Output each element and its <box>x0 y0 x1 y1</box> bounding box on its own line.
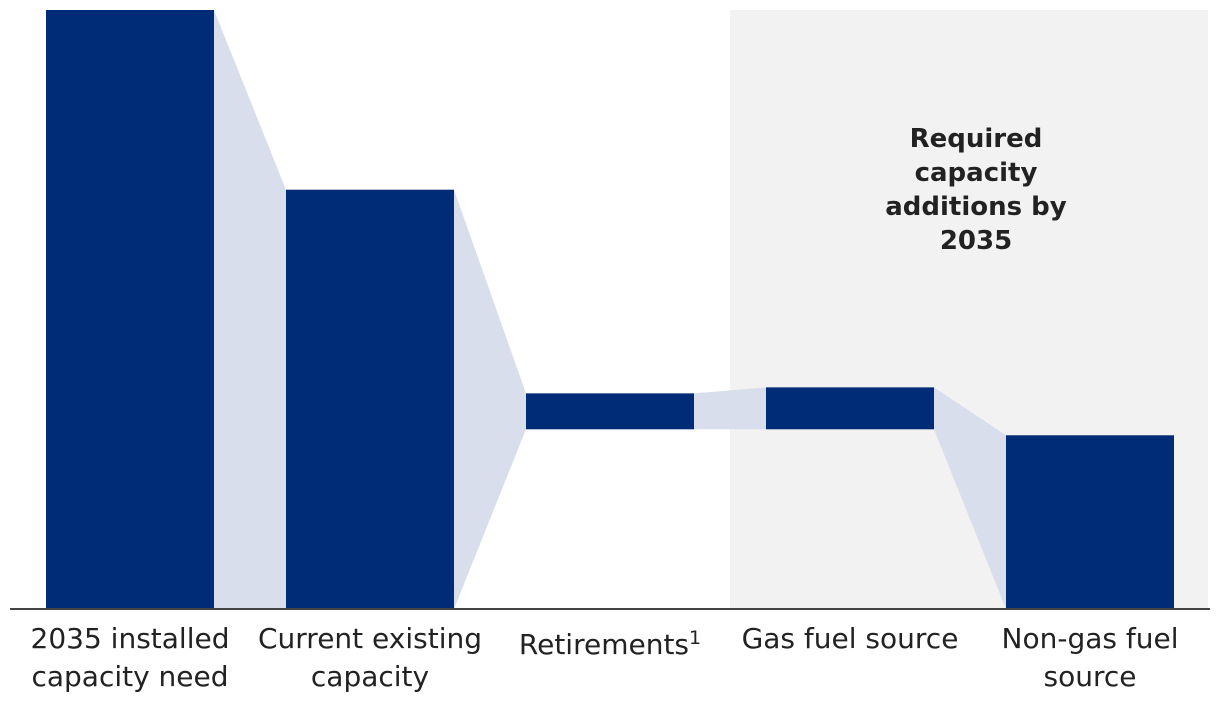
category-label-line: Non-gas fuel <box>1001 622 1179 655</box>
category-label-line: Retirements1 <box>518 627 702 661</box>
category-label-line: 2035 installed <box>30 622 230 655</box>
category-label-5: Non-gas fuel source <box>970 620 1210 696</box>
connector-2 <box>454 189 526 609</box>
bar-2 <box>286 189 454 609</box>
connector-1 <box>214 10 286 609</box>
category-label-line: source <box>1043 660 1137 693</box>
region-label-line: capacity <box>914 158 1038 188</box>
category-label-4: Gas fuel source <box>730 620 970 658</box>
region-label-line: 2035 <box>939 226 1013 256</box>
category-label-line: Gas fuel source <box>741 622 959 655</box>
bar-4 <box>766 387 934 430</box>
connector-4 <box>934 387 1006 609</box>
bar-1 <box>46 10 214 609</box>
category-label-line: capacity need <box>31 660 229 693</box>
category-label-line: Current existing <box>257 622 482 655</box>
bar-3 <box>526 393 694 430</box>
category-label-1: 2035 installed capacity need <box>10 620 250 696</box>
category-label-line: capacity <box>310 660 430 693</box>
bar-5 <box>1006 435 1174 609</box>
footnote-marker: 1 <box>689 627 702 649</box>
category-label-2: Current existing capacity <box>250 620 490 696</box>
region-label-line: additions by <box>885 192 1067 222</box>
category-label-3: Retirements1 <box>490 626 730 664</box>
region-label-line: Required <box>909 124 1043 154</box>
region-label: Required capacity additions by 2035 <box>876 122 1076 258</box>
connector-3 <box>694 387 766 430</box>
